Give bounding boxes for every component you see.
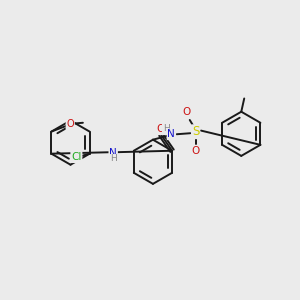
Text: S: S — [192, 125, 199, 138]
Text: N: N — [167, 129, 175, 139]
Text: O: O — [183, 107, 191, 117]
Text: H: H — [163, 124, 170, 133]
Text: O: O — [191, 146, 200, 157]
Text: Cl: Cl — [71, 152, 82, 162]
Text: O: O — [66, 119, 74, 129]
Text: N: N — [109, 148, 117, 158]
Text: H: H — [110, 154, 117, 164]
Text: O: O — [157, 124, 165, 134]
